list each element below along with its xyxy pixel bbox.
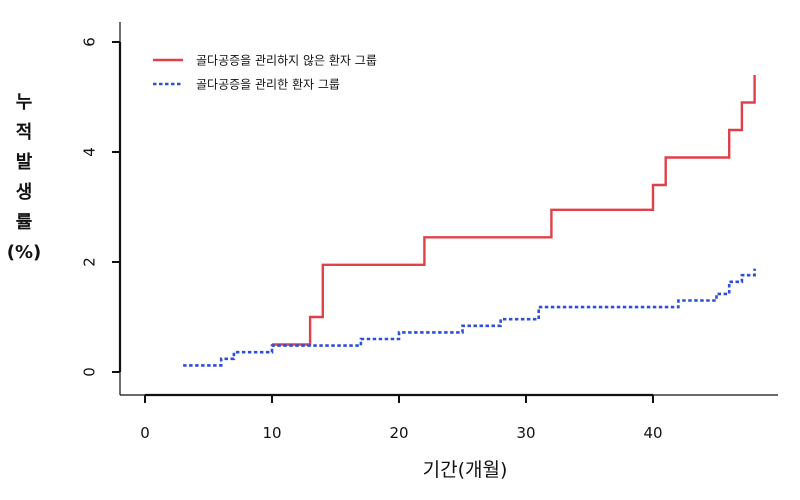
x-tick-label: 10: [262, 424, 281, 442]
legend-label: 골다공증을 관리하지 않은 환자 그룹: [196, 54, 377, 68]
series-lines: [183, 75, 756, 367]
x-tick-label: 20: [389, 424, 408, 442]
y-axis-title-char: (%): [7, 242, 42, 263]
y-axis-title-char: 생: [16, 182, 33, 203]
y-tick-label: 6: [81, 37, 99, 47]
x-axis-title: 기간(개월): [423, 459, 508, 481]
y-axis-title-char: 발: [16, 152, 33, 173]
y-tick-label: 2: [81, 257, 99, 267]
legend-label: 골다공증을 관리한 환자 그룹: [196, 78, 340, 92]
series-managed-line: [183, 268, 756, 367]
axes: 0 2 4 6 0 10 20 30 40: [81, 22, 778, 442]
y-tick-label: 4: [81, 147, 99, 157]
y-axis-title-char: 적: [16, 122, 33, 143]
y-tick-label: 0: [81, 367, 99, 377]
series-unmanaged-line: [272, 75, 756, 346]
x-tick-label: 0: [140, 424, 150, 442]
x-tick-label: 40: [643, 424, 662, 442]
y-axis-title-char: 률: [16, 212, 33, 233]
x-tick-label: 30: [516, 424, 535, 442]
y-axis-title-char: 누: [16, 92, 33, 113]
